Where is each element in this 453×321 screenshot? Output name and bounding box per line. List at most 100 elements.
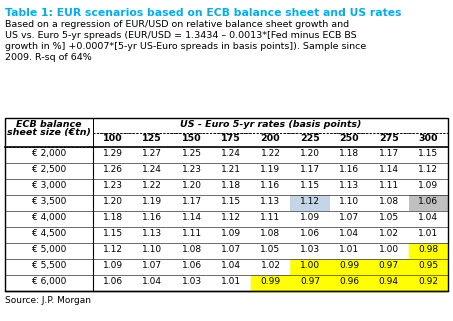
Text: 1.26: 1.26 [103,165,123,174]
Text: 1.05: 1.05 [379,213,399,222]
Text: 1.09: 1.09 [300,213,320,222]
Bar [251,275,290,291]
Text: 1.23: 1.23 [103,181,123,190]
Text: 1.11: 1.11 [260,213,280,222]
Text: 1.17: 1.17 [379,149,399,158]
Text: 1.11: 1.11 [182,229,202,238]
Text: 175: 175 [221,134,241,143]
Text: 1.03: 1.03 [182,277,202,286]
Text: 1.18: 1.18 [103,213,123,222]
Bar [290,259,330,275]
Text: 1.04: 1.04 [418,213,439,222]
Text: 0.97: 0.97 [300,277,320,286]
Text: 1.01: 1.01 [339,245,359,254]
Text: 1.20: 1.20 [182,181,202,190]
Text: 1.17: 1.17 [182,197,202,206]
Text: 1.12: 1.12 [221,213,241,222]
Text: 1.25: 1.25 [182,149,202,158]
Text: 1.09: 1.09 [418,181,439,190]
Text: 1.18: 1.18 [221,181,241,190]
Text: € 4,000: € 4,000 [32,213,66,222]
Text: 1.02: 1.02 [379,229,399,238]
Text: 300: 300 [419,134,438,143]
Text: 1.00: 1.00 [379,245,399,254]
Text: 1.10: 1.10 [339,197,359,206]
Text: 1.14: 1.14 [182,213,202,222]
Text: € 2,000: € 2,000 [32,149,66,158]
Text: Based on a regression of EUR/USD on relative balance sheet growth and
US vs. Eur: Based on a regression of EUR/USD on rela… [5,20,366,62]
Text: 1.24: 1.24 [221,149,241,158]
Text: 1.09: 1.09 [103,261,123,270]
Text: € 5,000: € 5,000 [32,245,66,254]
Text: 1.16: 1.16 [142,213,162,222]
Bar [290,275,330,291]
Text: 1.13: 1.13 [142,229,162,238]
Text: Source: J.P. Morgan: Source: J.P. Morgan [5,296,91,305]
Text: 1.15: 1.15 [300,181,320,190]
Text: 1.04: 1.04 [142,277,162,286]
Text: 1.23: 1.23 [182,165,202,174]
Bar [290,195,330,211]
Text: 0.97: 0.97 [379,261,399,270]
Text: 200: 200 [260,134,280,143]
Text: 1.08: 1.08 [182,245,202,254]
Text: Table 1: EUR scenarios based on ECB balance sheet and US rates: Table 1: EUR scenarios based on ECB bala… [5,8,401,18]
Text: 0.94: 0.94 [379,277,399,286]
Text: 1.07: 1.07 [142,261,162,270]
Text: € 5,500: € 5,500 [32,261,66,270]
Text: 1.14: 1.14 [379,165,399,174]
Text: 1.16: 1.16 [339,165,359,174]
Text: 1.02: 1.02 [260,261,280,270]
Text: 1.20: 1.20 [103,197,123,206]
Text: 0.92: 0.92 [418,277,439,286]
Text: € 3,500: € 3,500 [32,197,66,206]
Text: 0.95: 0.95 [418,261,439,270]
Text: 1.19: 1.19 [260,165,280,174]
Text: 1.08: 1.08 [260,229,280,238]
Bar [369,259,409,275]
Bar [330,259,369,275]
Text: 1.04: 1.04 [221,261,241,270]
Text: 1.15: 1.15 [221,197,241,206]
Text: 0.96: 0.96 [339,277,359,286]
Text: 1.06: 1.06 [300,229,320,238]
Text: 1.09: 1.09 [221,229,241,238]
Text: 1.12: 1.12 [418,165,439,174]
Text: 125: 125 [142,134,162,143]
Bar [409,259,448,275]
Text: 1.00: 1.00 [300,261,320,270]
Text: 1.29: 1.29 [103,149,123,158]
Text: 1.01: 1.01 [418,229,439,238]
Text: 1.18: 1.18 [339,149,359,158]
Text: 150: 150 [182,134,202,143]
Text: 1.15: 1.15 [418,149,439,158]
Bar [5,118,93,147]
Text: ECB balance: ECB balance [16,120,82,129]
Text: 100: 100 [103,134,122,143]
Text: 1.03: 1.03 [300,245,320,254]
Text: 0.98: 0.98 [418,245,439,254]
Text: 1.13: 1.13 [260,197,280,206]
Bar [93,118,448,133]
Bar [5,118,448,291]
Text: 1.06: 1.06 [182,261,202,270]
Text: € 3,000: € 3,000 [32,181,66,190]
Text: 1.16: 1.16 [260,181,280,190]
Text: 1.04: 1.04 [339,229,359,238]
Text: 1.08: 1.08 [379,197,399,206]
Text: 225: 225 [300,134,320,143]
Text: 1.27: 1.27 [142,149,162,158]
Bar [330,275,369,291]
Bar [409,275,448,291]
Text: 1.11: 1.11 [379,181,399,190]
Text: 1.15: 1.15 [103,229,123,238]
Text: 0.99: 0.99 [260,277,280,286]
Text: 1.05: 1.05 [260,245,280,254]
Text: 1.19: 1.19 [142,197,162,206]
Bar [409,243,448,259]
Text: 1.20: 1.20 [300,149,320,158]
Text: € 6,000: € 6,000 [32,277,66,286]
Text: 250: 250 [340,134,359,143]
Text: 1.13: 1.13 [339,181,359,190]
Text: € 4,500: € 4,500 [32,229,66,238]
